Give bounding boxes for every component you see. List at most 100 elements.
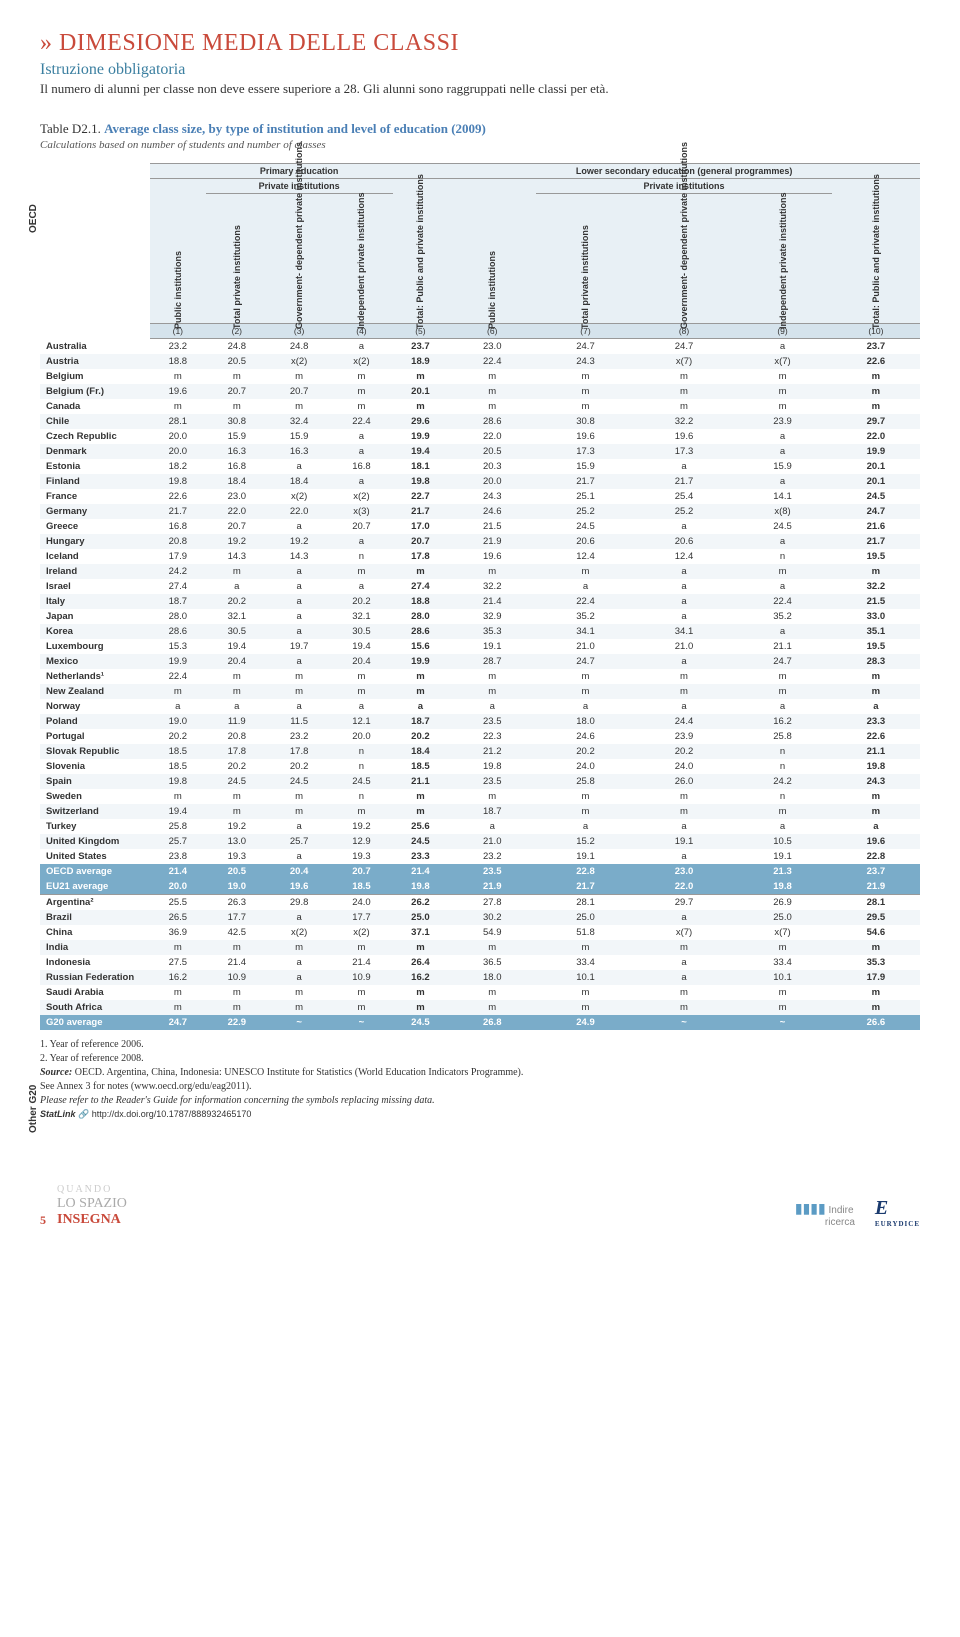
country-cell: United States bbox=[40, 849, 150, 864]
value-cell: a bbox=[635, 970, 734, 985]
table-row: Saudi Arabiammmmmmmmmm bbox=[40, 985, 920, 1000]
value-cell: 11.9 bbox=[206, 714, 268, 729]
table-row: EU21 average20.019.019.618.519.821.921.7… bbox=[40, 879, 920, 895]
value-cell: x(2) bbox=[330, 354, 392, 369]
country-cell: Turkey bbox=[40, 819, 150, 834]
value-cell: m bbox=[733, 1000, 832, 1015]
value-cell: 20.4 bbox=[268, 864, 330, 879]
value-cell: 21.4 bbox=[206, 955, 268, 970]
value-cell: 22.4 bbox=[150, 669, 206, 684]
value-cell: a bbox=[150, 699, 206, 714]
value-cell: m bbox=[733, 684, 832, 699]
value-cell: a bbox=[832, 819, 920, 834]
country-cell: OECD average bbox=[40, 864, 150, 879]
value-cell: 24.7 bbox=[832, 504, 920, 519]
value-cell: 24.8 bbox=[268, 339, 330, 355]
value-cell: 24.8 bbox=[206, 339, 268, 355]
table-row: Japan28.032.1a32.128.032.935.2a35.233.0 bbox=[40, 609, 920, 624]
value-cell: 29.8 bbox=[268, 895, 330, 911]
value-cell: m bbox=[150, 1000, 206, 1015]
country-cell: Italy bbox=[40, 594, 150, 609]
value-cell: 19.8 bbox=[832, 759, 920, 774]
value-cell: 22.4 bbox=[733, 594, 832, 609]
value-cell: m bbox=[330, 369, 392, 384]
value-cell: 30.5 bbox=[206, 624, 268, 639]
value-cell: 36.5 bbox=[448, 955, 536, 970]
table-row: Mexico19.920.4a20.419.928.724.7a24.728.3 bbox=[40, 654, 920, 669]
value-cell: 17.3 bbox=[536, 444, 635, 459]
value-cell: 20.0 bbox=[330, 729, 392, 744]
value-cell: 20.5 bbox=[206, 354, 268, 369]
value-cell: 19.3 bbox=[206, 849, 268, 864]
country-cell: Indonesia bbox=[40, 955, 150, 970]
value-cell: 17.8 bbox=[268, 744, 330, 759]
value-cell: m bbox=[536, 669, 635, 684]
value-cell: n bbox=[330, 549, 392, 564]
table-row: Indiammmmmmmmmm bbox=[40, 940, 920, 955]
value-cell: 19.2 bbox=[206, 819, 268, 834]
value-cell: m bbox=[206, 684, 268, 699]
value-cell: 26.9 bbox=[733, 895, 832, 911]
country-cell: Netherlands¹ bbox=[40, 669, 150, 684]
value-cell: 20.7 bbox=[330, 864, 392, 879]
value-cell: x(7) bbox=[635, 354, 734, 369]
value-cell: 18.8 bbox=[150, 354, 206, 369]
value-cell: 19.7 bbox=[268, 639, 330, 654]
table-row: Italy18.720.2a20.218.821.422.4a22.421.5 bbox=[40, 594, 920, 609]
table-row: Portugal20.220.823.220.020.222.324.623.9… bbox=[40, 729, 920, 744]
value-cell: 18.5 bbox=[330, 879, 392, 895]
country-cell: Ireland bbox=[40, 564, 150, 579]
value-cell: m bbox=[150, 940, 206, 955]
value-cell: 19.1 bbox=[448, 639, 536, 654]
value-cell: 22.4 bbox=[536, 594, 635, 609]
value-cell: 35.3 bbox=[832, 955, 920, 970]
value-cell: 32.9 bbox=[448, 609, 536, 624]
value-cell: a bbox=[268, 519, 330, 534]
value-cell: 21.9 bbox=[448, 534, 536, 549]
value-cell: 33.0 bbox=[832, 609, 920, 624]
value-cell: 21.0 bbox=[448, 834, 536, 849]
value-cell: 26.5 bbox=[150, 910, 206, 925]
value-cell: 22.0 bbox=[268, 504, 330, 519]
value-cell: 22.8 bbox=[536, 864, 635, 879]
value-cell: m bbox=[832, 789, 920, 804]
value-cell: 18.5 bbox=[150, 759, 206, 774]
value-cell: 28.1 bbox=[150, 414, 206, 429]
value-cell: 21.2 bbox=[448, 744, 536, 759]
page-title: » DIMESIONE MEDIA DELLE CLASSI bbox=[40, 30, 920, 57]
country-cell: G20 average bbox=[40, 1015, 150, 1030]
value-cell: 17.9 bbox=[150, 549, 206, 564]
value-cell: ~ bbox=[268, 1015, 330, 1030]
table-row: Luxembourg15.319.419.719.415.619.121.021… bbox=[40, 639, 920, 654]
value-cell: m bbox=[832, 804, 920, 819]
value-cell: 19.1 bbox=[536, 849, 635, 864]
value-cell: a bbox=[330, 474, 392, 489]
value-cell: 22.6 bbox=[150, 489, 206, 504]
value-cell: 25.0 bbox=[536, 910, 635, 925]
value-cell: m bbox=[635, 804, 734, 819]
country-cell: Germany bbox=[40, 504, 150, 519]
value-cell: m bbox=[733, 399, 832, 414]
value-cell: 23.5 bbox=[448, 864, 536, 879]
value-cell: 25.8 bbox=[733, 729, 832, 744]
value-cell: m bbox=[733, 384, 832, 399]
value-cell: m bbox=[536, 369, 635, 384]
country-cell: France bbox=[40, 489, 150, 504]
table-row: Norwayaaaaaaaaaa bbox=[40, 699, 920, 714]
value-cell: m bbox=[536, 684, 635, 699]
value-cell: m bbox=[393, 985, 449, 1000]
value-cell: a bbox=[733, 819, 832, 834]
value-cell: m bbox=[448, 399, 536, 414]
value-cell: 20.3 bbox=[448, 459, 536, 474]
value-cell: a bbox=[206, 579, 268, 594]
value-cell: 19.8 bbox=[393, 474, 449, 489]
value-cell: 18.4 bbox=[268, 474, 330, 489]
value-cell: a bbox=[733, 444, 832, 459]
value-cell: 28.6 bbox=[150, 624, 206, 639]
value-cell: 30.8 bbox=[536, 414, 635, 429]
table-row: OECD average21.420.520.420.721.423.522.8… bbox=[40, 864, 920, 879]
value-cell: 35.2 bbox=[733, 609, 832, 624]
value-cell: 29.5 bbox=[832, 910, 920, 925]
value-cell: a bbox=[733, 474, 832, 489]
value-cell: a bbox=[268, 564, 330, 579]
